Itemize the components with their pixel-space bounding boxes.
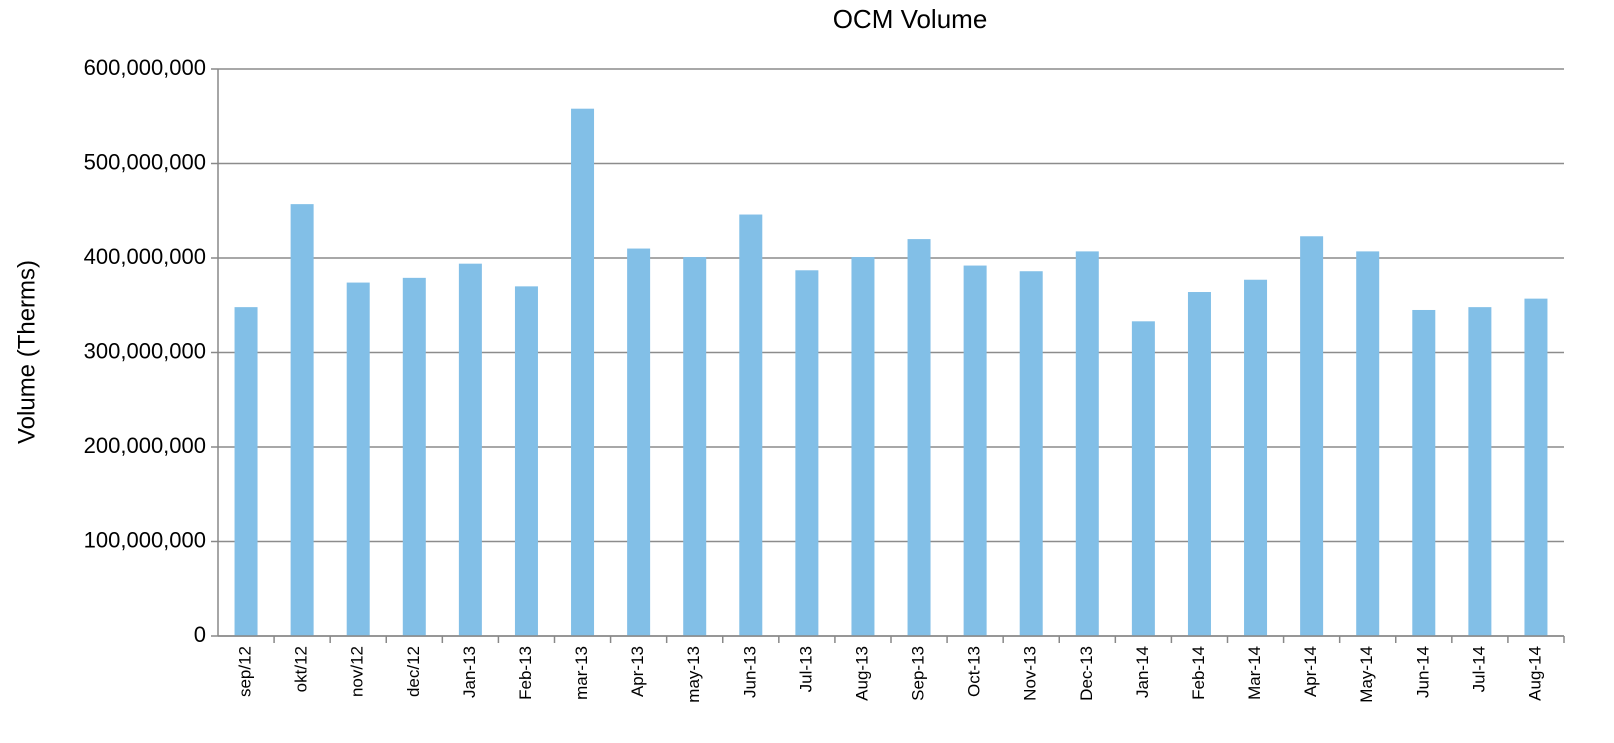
y-tick-label: 0 [194,622,206,647]
y-tick-label: 100,000,000 [84,527,206,552]
bar [346,282,370,636]
x-tick-label: Aug-13 [852,646,871,701]
bar [627,248,651,637]
bar [1019,271,1043,636]
y-tick-label: 600,000,000 [84,55,206,80]
x-tick-label: Oct-13 [965,646,984,697]
x-tick-label: okt/12 [292,646,311,692]
x-tick-label: Dec-13 [1077,646,1096,701]
x-tick-label: Apr-13 [628,646,647,697]
x-tick-label: Sep-13 [909,646,928,701]
y-tick-label: 400,000,000 [84,244,206,269]
x-tick-label: Jun-14 [1413,646,1432,698]
bar [851,257,875,636]
y-axis-label: Volume (Therms) [13,260,40,444]
x-tick-label: Jan-13 [460,646,479,698]
bar [907,239,931,636]
bar [571,108,595,636]
x-tick-label: may-13 [684,646,703,703]
x-tick-label: dec/12 [404,646,423,697]
x-tick-label: Apr-14 [1301,646,1320,697]
bar [1524,298,1548,636]
bar [234,307,258,636]
y-tick-label: 300,000,000 [84,338,206,363]
bar [1131,321,1155,636]
chart-title: OCM Volume [833,4,988,34]
bar [1468,307,1492,636]
bar [963,265,987,636]
y-tick-label: 200,000,000 [84,433,206,458]
bar [458,263,482,636]
x-tick-label: sep/12 [236,646,255,697]
bar [1187,292,1211,636]
bar [1075,251,1099,636]
x-tick-label: May-14 [1357,646,1376,703]
bar [1244,279,1268,636]
bar [1412,309,1436,636]
x-tick-label: Feb-14 [1189,646,1208,700]
x-tick-label: Nov-13 [1021,646,1040,701]
x-tick-label: Jul-14 [1469,646,1488,692]
x-tick-label: Mar-14 [1245,646,1264,700]
x-tick-label: Jul-13 [796,646,815,692]
bar [1300,236,1324,636]
x-tick-label: Jun-13 [740,646,759,698]
x-tick-label: nov/12 [348,646,367,697]
y-tick-label: 500,000,000 [84,149,206,174]
x-tick-label: Jan-14 [1133,646,1152,698]
bar [290,204,314,636]
bar [683,257,707,636]
x-tick-label: Aug-14 [1525,646,1544,701]
bar [1356,251,1380,636]
x-tick-label: mar-13 [572,646,591,700]
bar [739,214,763,636]
bar [402,277,426,636]
bar [795,270,819,636]
x-tick-label: Feb-13 [516,646,535,700]
bar [514,286,538,636]
